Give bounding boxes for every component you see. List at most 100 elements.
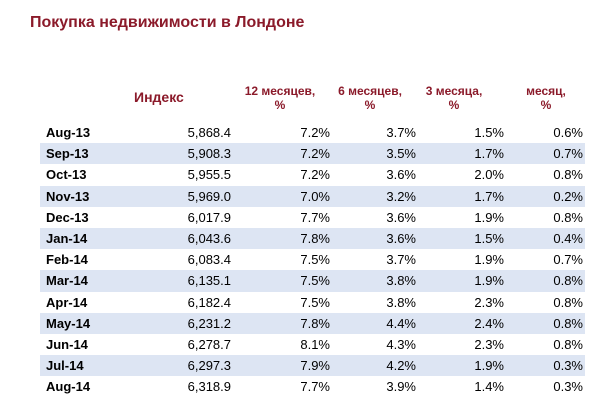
row-3-month-change: 1.5% [474, 230, 504, 246]
column-header-1-month: месяц, % [506, 84, 586, 112]
row-index-value: 6,278.7 [187, 336, 231, 352]
table-row: Jul-14 6,297.3 7.9% 4.2% 1.9% 0.3% [40, 355, 585, 377]
table-row: Oct-13 5,955.5 7.2% 3.6% 2.0% 0.8% [40, 164, 585, 185]
row-3-month-change: 1.9% [474, 273, 504, 289]
column-header-1-month-line2: % [540, 98, 552, 112]
row-6-month-change: 4.4% [386, 315, 416, 331]
table-row: Feb-14 6,083.4 7.5% 3.7% 1.9% 0.7% [40, 249, 585, 270]
row-3-month-change: 2.3% [474, 336, 504, 352]
row-3-month-change: 1.4% [474, 379, 504, 395]
row-index-value: 5,969.0 [187, 188, 231, 204]
row-date: Sep-13 [46, 146, 89, 162]
row-index-value: 6,043.6 [187, 230, 231, 246]
data-table: Aug-13 5,868.4 7.2% 3.7% 1.5% 0.6% Sep-13 5,908… [40, 122, 585, 397]
row-date: Aug-14 [46, 379, 91, 395]
row-6-month-change: 3.6% [386, 230, 416, 246]
row-12-month-change: 7.5% [300, 273, 330, 289]
table-row: Aug-14 6,318.9 7.7% 3.9% 1.4% 0.3% [40, 376, 585, 397]
row-1-month-change: 0.2% [553, 188, 583, 204]
row-date: Feb-14 [46, 252, 88, 268]
row-date: Aug-13 [46, 125, 91, 140]
table-row: Dec-13 6,017.9 7.7% 3.6% 1.9% 0.8% [40, 207, 585, 228]
row-1-month-change: 0.3% [553, 379, 583, 395]
row-3-month-change: 2.0% [474, 167, 504, 183]
row-index-value: 5,955.5 [187, 167, 231, 183]
row-6-month-change: 3.9% [386, 379, 416, 395]
row-date: Dec-13 [46, 209, 89, 225]
row-date: Mar-14 [46, 273, 88, 289]
column-header-6-months-line2: % [364, 98, 376, 112]
row-6-month-change: 3.7% [386, 252, 416, 268]
table-row: Apr-14 6,182.4 7.5% 3.8% 2.3% 0.8% [40, 292, 585, 313]
row-12-month-change: 7.2% [300, 167, 330, 183]
row-12-month-change: 7.8% [300, 230, 330, 246]
table-row: Nov-13 5,969.0 7.0% 3.2% 1.7% 0.2% [40, 185, 585, 207]
column-header-3-months: 3 месяца, % [414, 84, 494, 112]
row-6-month-change: 3.2% [386, 188, 416, 204]
row-index-value: 6,083.4 [187, 252, 231, 268]
row-12-month-change: 7.5% [300, 252, 330, 268]
row-6-month-change: 4.2% [386, 358, 416, 374]
row-1-month-change: 0.8% [553, 315, 583, 331]
column-header-6-months-line1: 6 месяцев, [338, 84, 402, 98]
row-1-month-change: 0.8% [553, 273, 583, 289]
row-date: Oct-13 [46, 167, 87, 183]
row-6-month-change: 3.6% [386, 209, 416, 225]
table-row: Jan-14 6,043.6 7.8% 3.6% 1.5% 0.4% [40, 227, 585, 250]
row-index-value: 6,318.9 [187, 379, 231, 395]
column-header-6-months: 6 месяцев, % [320, 84, 420, 112]
row-3-month-change: 1.9% [474, 209, 504, 225]
row-6-month-change: 3.7% [386, 125, 416, 140]
row-12-month-change: 7.7% [300, 379, 330, 395]
table-header: Индекс 12 месяцев, % 6 месяцев, % 3 меся… [0, 84, 600, 124]
row-1-month-change: 0.8% [553, 336, 583, 352]
row-3-month-change: 1.9% [474, 358, 504, 374]
row-3-month-change: 2.3% [474, 294, 504, 310]
column-header-3-months-line2: % [448, 98, 460, 112]
row-1-month-change: 0.3% [553, 358, 583, 374]
row-1-month-change: 0.8% [553, 167, 583, 183]
table-row: May-14 6,231.2 7.8% 4.4% 2.4% 0.8% [40, 312, 585, 334]
row-index-value: 6,231.2 [187, 315, 231, 331]
row-index-value: 6,135.1 [187, 273, 231, 289]
row-12-month-change: 7.5% [300, 294, 330, 310]
row-date: Jun-14 [46, 336, 88, 352]
row-1-month-change: 0.4% [553, 230, 583, 246]
row-index-value: 6,182.4 [187, 294, 231, 310]
table-row: Mar-14 6,135.1 7.5% 3.8% 1.9% 0.8% [40, 270, 585, 292]
page-title: Покупка недвижимости в Лондоне [30, 14, 305, 31]
row-1-month-change: 0.8% [553, 294, 583, 310]
row-6-month-change: 4.3% [386, 336, 416, 352]
row-6-month-change: 3.8% [386, 273, 416, 289]
row-index-value: 6,017.9 [187, 209, 231, 225]
column-header-3-months-line1: 3 месяца, [425, 84, 483, 98]
row-6-month-change: 3.8% [386, 294, 416, 310]
table-row: Jun-14 6,278.7 8.1% 4.3% 2.3% 0.8% [40, 334, 585, 355]
row-3-month-change: 1.7% [474, 146, 504, 162]
row-date: Jul-14 [46, 358, 84, 374]
row-date: Jan-14 [46, 230, 88, 246]
row-1-month-change: 0.7% [553, 146, 583, 162]
row-1-month-change: 0.6% [553, 125, 583, 140]
row-12-month-change: 7.2% [300, 125, 330, 140]
table-row: Aug-13 5,868.4 7.2% 3.7% 1.5% 0.6% [40, 122, 585, 143]
row-date: Nov-13 [46, 188, 90, 204]
column-header-12-months-line1: 12 месяцев, [244, 84, 316, 98]
row-3-month-change: 1.7% [474, 188, 504, 204]
column-header-12-months-line2: % [274, 98, 286, 112]
row-index-value: 5,868.4 [187, 125, 231, 140]
row-6-month-change: 3.6% [386, 167, 416, 183]
row-6-month-change: 3.5% [386, 146, 416, 162]
row-index-value: 5,908.3 [187, 146, 231, 162]
row-date: Apr-14 [46, 294, 88, 310]
column-header-index: Индекс [134, 90, 204, 104]
row-12-month-change: 7.9% [300, 358, 330, 374]
row-index-value: 6,297.3 [187, 358, 231, 374]
row-date: May-14 [46, 315, 91, 331]
row-12-month-change: 7.7% [300, 209, 330, 225]
row-12-month-change: 8.1% [300, 336, 330, 352]
column-header-12-months: 12 месяцев, % [230, 84, 330, 112]
row-12-month-change: 7.0% [300, 188, 330, 204]
row-12-month-change: 7.2% [300, 146, 330, 162]
row-3-month-change: 2.4% [474, 315, 504, 331]
